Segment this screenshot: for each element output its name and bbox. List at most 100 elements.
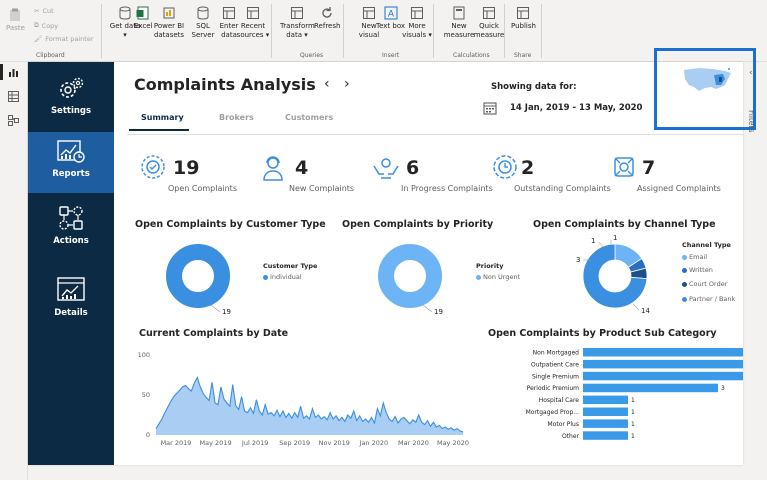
database-icon — [119, 6, 131, 20]
tab-summary[interactable]: Summary — [141, 113, 184, 122]
area-chart-complaints-by-date[interactable]: 100 50 0 Mar 2019 May 2019 Jul 2019 Sep 2019 No… — [128, 342, 473, 452]
bar[interactable] — [583, 359, 743, 369]
chevron-left-icon[interactable]: ‹ — [324, 76, 330, 92]
area-line[interactable] — [155, 375, 464, 433]
bar[interactable] — [583, 419, 628, 428]
sql-server-button[interactable]: SQL Server — [186, 6, 220, 39]
bar[interactable] — [583, 383, 718, 393]
chevron-left-icon[interactable]: ‹ — [749, 68, 753, 78]
actions-icon — [59, 206, 83, 230]
powerbi-datasets-icon — [163, 7, 175, 19]
donut-slice[interactable] — [166, 244, 230, 308]
calculator-button[interactable]: New measure — [442, 6, 476, 39]
hands-icon — [373, 158, 399, 179]
x-tick-label: Mar 2019 — [161, 439, 192, 447]
data-label-leader — [210, 304, 221, 313]
area-fill — [156, 377, 463, 435]
filters-pane-collapsed[interactable]: ‹ Filters — [743, 62, 767, 480]
kpi-label: In Progress Complaints — [401, 184, 493, 193]
showing-data-label: Showing data for: — [491, 82, 577, 92]
kpi-value: 2 — [521, 157, 535, 179]
bar[interactable] — [583, 348, 743, 357]
sidebar-item-details[interactable]: Details — [28, 276, 114, 330]
view-switcher — [0, 62, 28, 480]
y-category-label: Periodic Premium — [527, 385, 579, 392]
text-box-button[interactable]: A Text box — [376, 6, 405, 31]
us-map-icon — [684, 68, 731, 91]
format-painter-button[interactable]: 🖌 Format painter — [34, 35, 94, 43]
tab-customers[interactable]: Customers — [285, 113, 334, 122]
data-label: 19 — [222, 308, 231, 316]
transform-button[interactable]: Transform data ▾ — [280, 6, 315, 39]
publish-button[interactable]: Publish — [511, 6, 536, 31]
legend-dot — [682, 296, 687, 302]
bar[interactable] — [583, 407, 628, 417]
excel-button[interactable]: Excel — [134, 6, 153, 31]
chart-title: Open Complaints by Customer Type — [135, 219, 326, 230]
y-category-label: Non Mortgaged — [533, 350, 580, 357]
recent-sources-button[interactable]: Recent sources ▾ — [236, 6, 270, 39]
header-divider — [127, 134, 743, 135]
legend-title: Customer Type — [263, 262, 318, 270]
sidebar-item-settings[interactable]: Settings — [28, 76, 114, 130]
text-box-icon: A — [384, 6, 398, 20]
database-button[interactable]: Get data ▾ — [108, 6, 142, 39]
sidebar-item-reports[interactable]: Reports — [28, 132, 114, 193]
legend-item[interactable]: Court Order — [682, 280, 727, 288]
group-calculations: Calculations — [453, 52, 490, 59]
person-headset-icon — [263, 156, 283, 181]
map-visual-selection[interactable] — [654, 48, 756, 130]
kpi-value: 19 — [173, 157, 200, 179]
sql-server-icon — [197, 6, 209, 20]
calendar-icon[interactable] — [483, 101, 497, 115]
bar[interactable] — [583, 431, 628, 440]
x-tick-label: Jul 2019 — [241, 439, 268, 447]
cut-button[interactable]: ✂ Cut — [34, 7, 54, 15]
report-canvas: Settings Reports Actions Details Complai… — [28, 48, 756, 465]
y-tick-label: 100 — [138, 351, 150, 359]
bar-data-label: 1 — [631, 409, 635, 416]
transform-icon — [291, 7, 303, 19]
powerbi-datasets-button[interactable]: Power BI datasets — [152, 6, 186, 39]
bar[interactable] — [583, 371, 743, 381]
chart-title: Current Complaints by Date — [139, 328, 289, 339]
data-label: 3 — [576, 256, 580, 264]
bar[interactable] — [583, 395, 628, 405]
chevron-right-icon[interactable]: › — [344, 76, 350, 92]
donut-slice[interactable] — [378, 244, 442, 308]
data-view-icon[interactable] — [8, 91, 19, 102]
legend-item[interactable]: Email — [682, 253, 707, 261]
legend-item[interactable]: Partner / Bank — [682, 295, 735, 303]
table-button[interactable]: Enter data — [212, 6, 246, 39]
quick-measure-button[interactable]: Quick measure — [472, 6, 506, 39]
copy-button[interactable]: ⧉ Copy — [34, 21, 59, 30]
date-range[interactable]: 14 Jan, 2019 - 13 May, 2020 — [510, 103, 643, 113]
legend-dot — [476, 274, 481, 280]
gears-icon — [60, 77, 84, 98]
sidebar-item-actions[interactable]: Actions — [28, 204, 114, 258]
legend-item[interactable]: Non Urgent — [476, 273, 520, 281]
donut-chart-priority[interactable]: 19 — [368, 232, 468, 316]
donut-slice[interactable] — [582, 243, 648, 309]
x-tick-label: May 2019 — [200, 439, 232, 447]
donut-chart-customer-type[interactable]: 19 — [156, 232, 256, 316]
bar-chart-product-sub-category[interactable]: Non Mortgaged4Outpatient Care4Single Pre… — [468, 346, 743, 450]
legend-item[interactable]: Individual — [263, 273, 302, 281]
refresh-button[interactable]: Refresh — [314, 6, 340, 31]
y-tick-label: 50 — [142, 391, 150, 399]
paste-button[interactable]: Paste — [6, 8, 25, 33]
legend-item[interactable]: Written — [682, 266, 713, 274]
y-category-label: Other — [562, 433, 580, 440]
new-visual-button[interactable]: New visual — [352, 6, 386, 39]
donut-chart-channel-type[interactable]: 3 1 1 14 — [553, 232, 673, 316]
model-view-icon[interactable] — [8, 115, 19, 126]
kpi-label: Assigned Complaints — [637, 184, 721, 193]
data-label: 1 — [591, 237, 595, 245]
legend-title: Priority — [476, 262, 504, 270]
more-visuals-button[interactable]: More visuals ▾ — [400, 6, 434, 39]
data-label-leader — [422, 304, 433, 313]
tab-brokers[interactable]: Brokers — [219, 113, 254, 122]
report-view-icon[interactable] — [8, 67, 19, 78]
legend-dot — [682, 267, 687, 273]
filters-label[interactable]: Filters — [747, 110, 756, 133]
